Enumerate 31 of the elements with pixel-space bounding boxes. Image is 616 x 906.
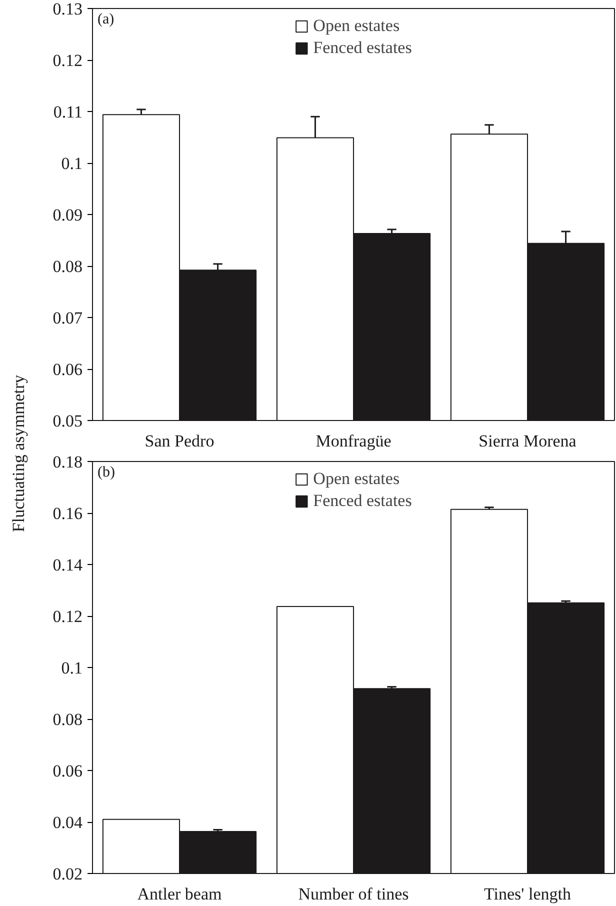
annotation: (a) bbox=[98, 12, 114, 28]
x-tick-label: San Pedro bbox=[144, 432, 214, 450]
y-tick-label: 0.1 bbox=[61, 154, 82, 173]
y-tick-label: 0.04 bbox=[52, 813, 83, 832]
y-tick-label: 0.11 bbox=[53, 102, 83, 122]
legend-label: Fenced estates bbox=[313, 38, 412, 58]
x-tick-label: Monfragüe bbox=[316, 432, 392, 450]
x-tick-label: Tines' length bbox=[484, 884, 572, 904]
y-tick-label: 0.12 bbox=[52, 51, 82, 70]
annotation: (b) bbox=[98, 464, 115, 480]
y-tick-label: 0.14 bbox=[52, 556, 83, 574]
y-tick-label: 0.02 bbox=[52, 864, 82, 884]
x-tick-label: Number of tines bbox=[298, 884, 409, 904]
y-tick-label: 0.08 bbox=[52, 710, 82, 729]
y-tick-label: 0.07 bbox=[52, 308, 83, 328]
y-axis-title: Fluctuating asymmetry bbox=[9, 374, 28, 532]
y-tick-label: 0.13 bbox=[52, 0, 82, 18]
legend-label: Open estates bbox=[313, 469, 400, 489]
y-tick-label: 0.16 bbox=[52, 504, 82, 523]
x-tick-label: Antler beam bbox=[137, 884, 222, 904]
y-tick-label: 0.05 bbox=[52, 412, 82, 430]
y-tick-label: 0.09 bbox=[52, 206, 82, 224]
legend-label: Fenced estates bbox=[313, 491, 412, 511]
y-tick-label: 0.12 bbox=[52, 607, 82, 626]
y-tick-label: 0.06 bbox=[52, 360, 82, 379]
y-tick-label: 0.1 bbox=[61, 658, 82, 678]
y-tick-label: 0.06 bbox=[52, 762, 82, 780]
legend-label: Open estates bbox=[313, 16, 400, 36]
x-tick-label: Sierra Morena bbox=[478, 432, 577, 450]
y-tick-label: 0.08 bbox=[52, 257, 82, 276]
y-tick-label: 0.18 bbox=[52, 452, 82, 472]
